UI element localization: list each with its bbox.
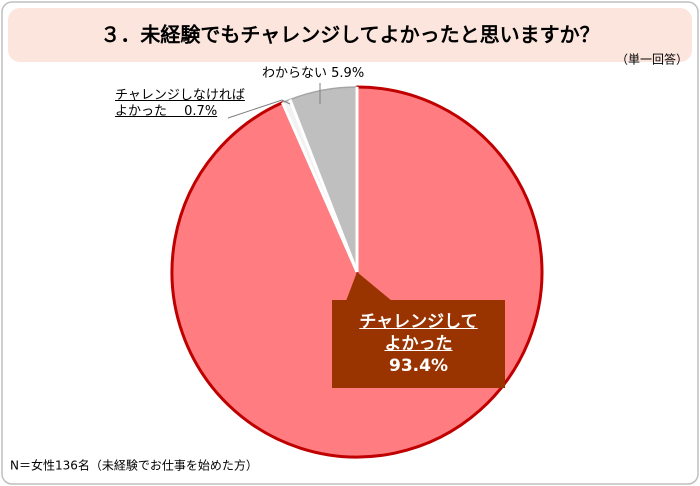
category-label: わからない: [262, 66, 328, 81]
callout-pointer: [346, 272, 392, 301]
category-label: チャレンジして よかった: [359, 312, 478, 354]
title-banner: [8, 8, 692, 62]
footnote: N＝女性136名（未経験でお仕事を始めた方）: [10, 458, 258, 473]
chart-subtitle: （単一回答）: [616, 52, 688, 67]
value-label: 5.9%: [331, 66, 365, 81]
slice-separator: [288, 99, 359, 273]
data-label: わからない 5.9%: [262, 66, 364, 82]
leader-line: [227, 99, 291, 119]
value-label: 0.7%: [184, 104, 218, 119]
category-label: チャレンジしなければ よかった: [115, 88, 245, 119]
data-label: チャレンジして よかった 93.4%: [332, 300, 505, 388]
chart-title: ３．未経験でもチャレンジしてよかったと思いますか？: [100, 23, 599, 47]
data-label: チャレンジしなければ よかった 0.7%: [115, 88, 245, 120]
value-label: 93.4%: [389, 356, 448, 376]
